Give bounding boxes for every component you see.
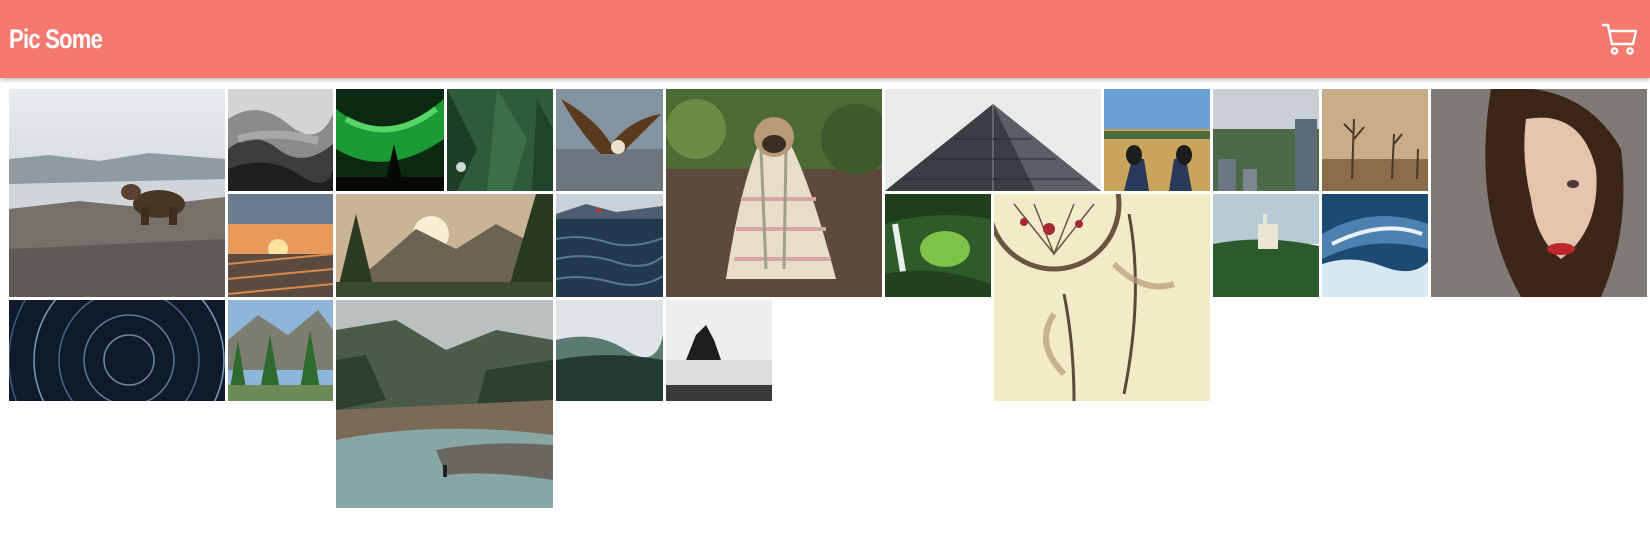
photo-city[interactable] (1213, 89, 1319, 191)
photo-feet[interactable] (1104, 89, 1210, 191)
photo-portrait[interactable] (1431, 89, 1647, 297)
photo-eagle[interactable] (556, 89, 663, 191)
photo-waterfall[interactable] (885, 194, 991, 297)
photo-castle[interactable] (1213, 194, 1319, 297)
photo-ocean[interactable] (556, 194, 663, 297)
cart-icon[interactable] (1602, 22, 1638, 56)
photo-bear[interactable] (9, 89, 225, 297)
photo-sea-stack[interactable] (666, 300, 772, 401)
photo-building[interactable] (885, 89, 1101, 191)
photo-misty-mountain[interactable] (556, 300, 663, 401)
photo-dead-trees[interactable] (1322, 89, 1428, 191)
app-title[interactable]: Pic Some (9, 24, 103, 54)
photo-dreamcatcher[interactable] (994, 194, 1210, 401)
photo-mountain-sunrise[interactable] (336, 194, 553, 297)
photo-wave[interactable] (1322, 194, 1428, 297)
photo-aurora[interactable] (336, 89, 444, 191)
photo-pines[interactable] (447, 89, 553, 191)
app-header: Pic Some (0, 0, 1650, 78)
photo-sunset-road[interactable] (228, 194, 333, 297)
photo-fog-forest[interactable] (228, 89, 333, 191)
photo-yosemite[interactable] (228, 300, 333, 401)
photo-star-trails[interactable] (9, 300, 225, 401)
photo-pug[interactable] (666, 89, 882, 297)
photo-river[interactable] (336, 300, 553, 508)
